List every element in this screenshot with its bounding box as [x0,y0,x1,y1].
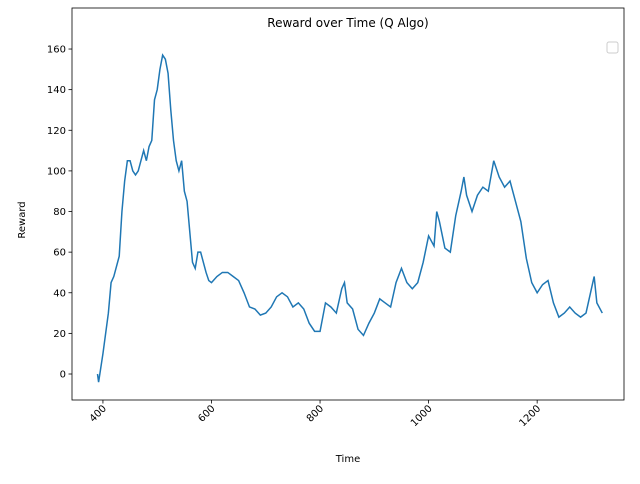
x-tick-label: 400 [88,403,109,424]
y-tick-label: 100 [47,166,66,177]
x-tick-label: 1000 [409,403,435,429]
y-tick-label: 60 [53,248,66,259]
x-tick-label: 600 [196,403,217,424]
x-tick-label: 800 [305,403,326,424]
y-tick-label: 160 [47,45,66,56]
plot-area [71,7,625,401]
chart-title: Reward over Time (Q Algo) [267,16,428,30]
y-tick-label: 0 [60,370,66,381]
y-tick-label: 20 [53,329,66,340]
legend [606,41,619,54]
x-axis-label: Time [335,454,360,465]
x-tick-label: 1200 [518,403,544,429]
y-tick-label: 120 [47,126,66,137]
y-tick-label: 140 [47,85,66,96]
y-tick-label: 80 [53,207,66,218]
data-line [96,53,603,383]
y-axis-label: Reward [17,201,28,238]
y-tick-label: 40 [53,288,66,299]
